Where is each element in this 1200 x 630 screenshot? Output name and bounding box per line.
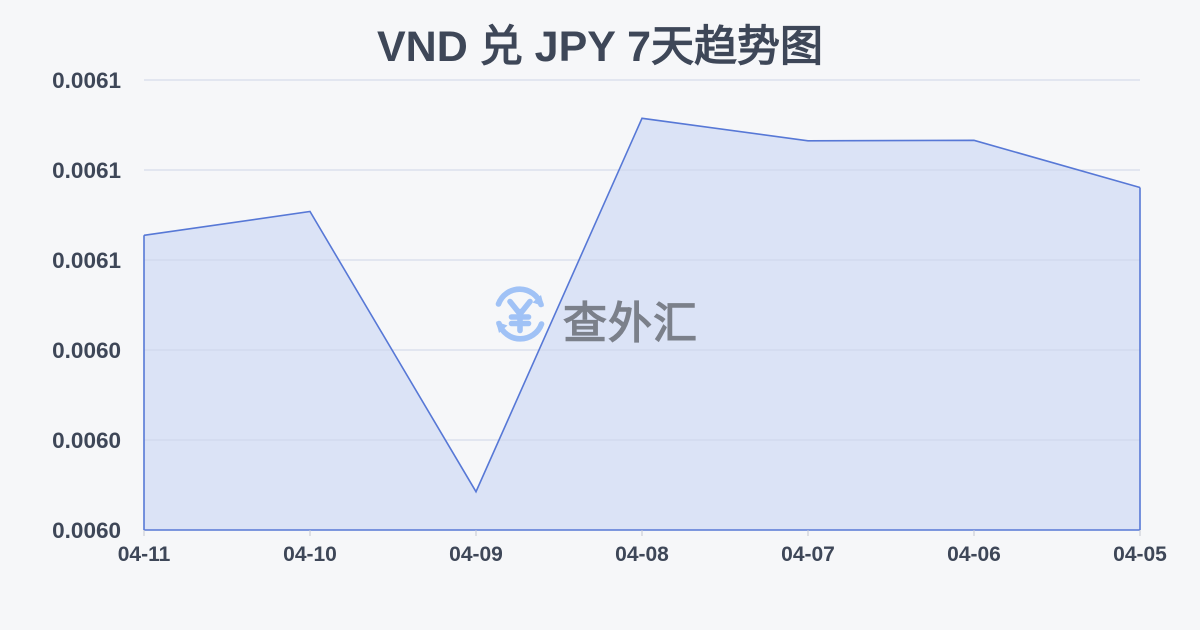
svg-text:04-07: 04-07 xyxy=(781,543,835,566)
svg-text:04-09: 04-09 xyxy=(449,543,503,566)
svg-text:04-08: 04-08 xyxy=(615,543,669,566)
svg-text:0.0060: 0.0060 xyxy=(52,428,121,453)
svg-text:0.0061: 0.0061 xyxy=(52,158,121,183)
svg-text:0.0060: 0.0060 xyxy=(52,338,121,363)
svg-text:0.0060: 0.0060 xyxy=(52,518,121,543)
svg-text:0.0061: 0.0061 xyxy=(52,68,121,93)
svg-text:04-11: 04-11 xyxy=(118,543,171,566)
svg-text:04-06: 04-06 xyxy=(947,543,1001,566)
svg-text:04-05: 04-05 xyxy=(1113,543,1167,566)
svg-text:0.0061: 0.0061 xyxy=(52,248,121,273)
svg-text:04-10: 04-10 xyxy=(283,543,337,566)
